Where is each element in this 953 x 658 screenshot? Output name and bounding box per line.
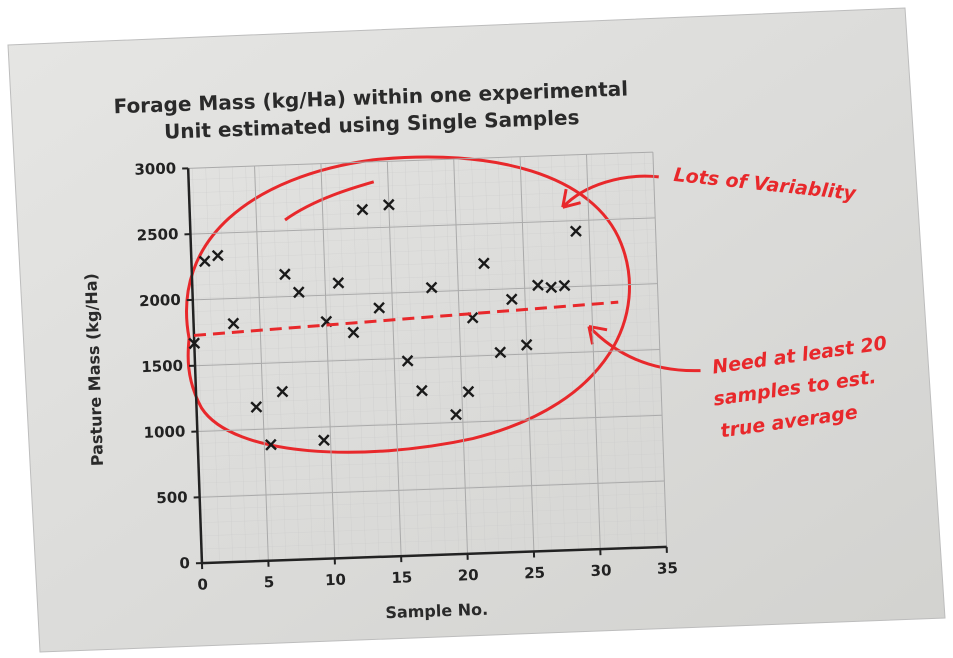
y-tick-label: 1500 [141, 357, 183, 376]
page: {"chart_data": { "type": "scatter", "tit… [0, 0, 953, 658]
y-tick-label: 500 [156, 488, 188, 507]
chart: Forage Mass (kg/Ha) within one experimen… [0, 0, 953, 658]
x-tick-label: 20 [458, 566, 479, 585]
x-tick-label: 30 [590, 561, 611, 580]
x-tick-label: 25 [524, 564, 545, 583]
x-tick-label: 5 [264, 573, 275, 591]
y-tick-label: 3000 [134, 159, 176, 178]
x-tick-label: 35 [657, 559, 678, 578]
y-tick-label: 2500 [136, 225, 178, 244]
y-tick-label: 1000 [143, 422, 185, 441]
x-axis-label: Sample No. [385, 600, 488, 623]
x-tick-label: 10 [325, 571, 346, 590]
x-tick-label: 15 [391, 568, 412, 587]
y-tick-label: 2000 [139, 291, 181, 310]
x-tick-label: 0 [197, 575, 208, 593]
y-tick-label: 0 [179, 554, 190, 572]
